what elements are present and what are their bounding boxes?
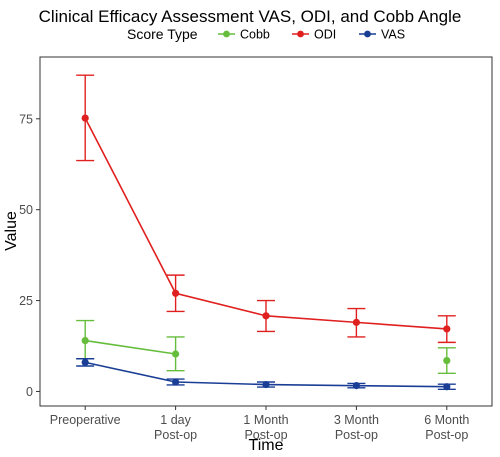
- y-tick-label: 0: [26, 385, 33, 399]
- cobb-line: [85, 339, 176, 355]
- x-tick-label-line: 3 Month: [334, 413, 379, 427]
- x-axis: Preoperative 1 day Post-op1 Month Post-op3 …: [50, 406, 469, 442]
- y-tick-label: 75: [19, 112, 33, 126]
- x-tick-label-line: Preoperative: [50, 413, 121, 427]
- vas-point: [443, 383, 451, 391]
- series-odi: [76, 74, 456, 344]
- x-tick-label-line: Post-op: [154, 428, 197, 442]
- x-tick-label: 6 Month Post-op: [424, 413, 469, 442]
- odi-line: [84, 117, 447, 330]
- odi-point: [443, 325, 451, 333]
- cobb-point: [172, 350, 180, 358]
- legend: Score Type Cobb ODI VAS: [127, 26, 405, 42]
- plot-panel: [39, 56, 493, 407]
- cobb-point: [81, 336, 89, 345]
- series-vas: [76, 358, 456, 391]
- x-tick-label-line: Post-op: [335, 428, 378, 442]
- vas-point: [172, 378, 180, 386]
- y-tick-label: 50: [19, 203, 33, 217]
- legend-label-odi: ODI: [314, 28, 336, 42]
- x-tick-label-line: Post-op: [244, 428, 287, 442]
- vas-point: [81, 358, 89, 366]
- x-tick-label: 1 day Post-op: [154, 413, 197, 442]
- vas-point: [352, 382, 360, 390]
- x-tick-label-line: 6 Month: [424, 413, 469, 427]
- cobb-point: [443, 356, 451, 365]
- y-tick-label: 25: [19, 294, 33, 308]
- legend-label-cobb: Cobb: [240, 28, 270, 42]
- legend-key-point-cobb: [223, 30, 230, 38]
- legend-title: Score Type: [127, 26, 198, 42]
- x-tick-label: 1 Month Post-op: [243, 413, 288, 442]
- x-tick-label: 3 Month Post-op: [334, 413, 379, 442]
- legend-key-point-odi: [297, 30, 304, 38]
- vas-point: [262, 380, 270, 389]
- x-tick-label-line: 1 Month: [243, 413, 288, 427]
- legend-label-vas: VAS: [381, 28, 405, 42]
- y-axis: 0 25 50 75: [19, 112, 40, 399]
- x-tick-label: Preoperative: [50, 413, 121, 427]
- legend-key-point-vas: [364, 30, 371, 38]
- odi-point: [172, 289, 180, 297]
- odi-point: [81, 114, 89, 122]
- x-tick-label-line: 1 day: [160, 413, 191, 427]
- odi-point: [262, 312, 270, 320]
- y-axis-title: Value: [3, 211, 20, 251]
- x-axis-title: Time: [249, 437, 284, 454]
- x-tick-label-line: Post-op: [425, 428, 468, 442]
- series-layer: [76, 74, 456, 391]
- odi-point: [352, 318, 360, 326]
- chart-title: Clinical Efficacy Assessment VAS, ODI, a…: [39, 7, 462, 26]
